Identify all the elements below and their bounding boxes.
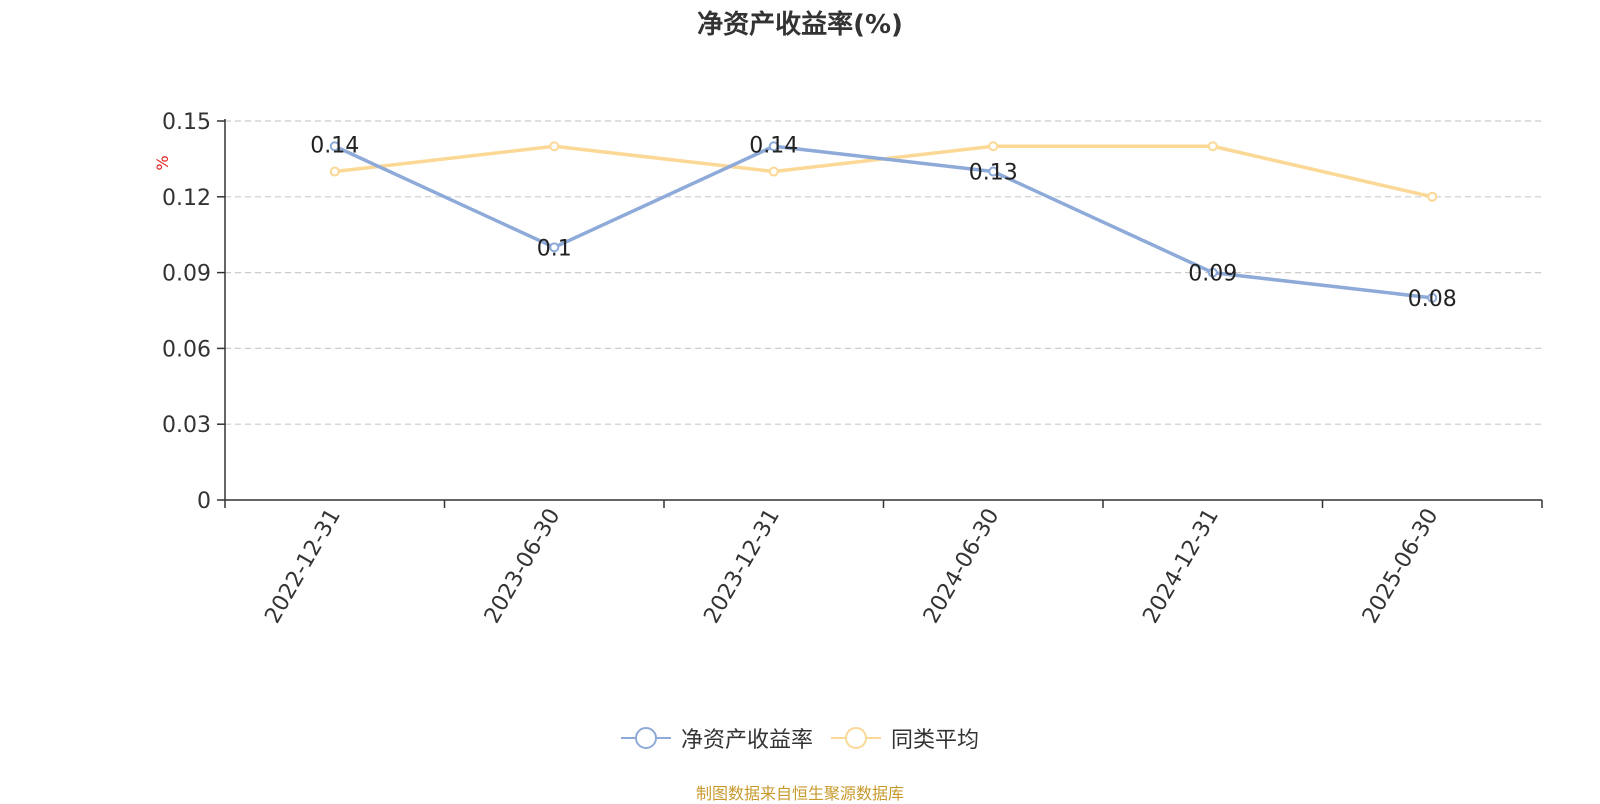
x-tick-label: 2024-12-31 [1138, 505, 1224, 628]
y-tick-label: 0 [197, 489, 211, 514]
series-point-0 [988, 166, 999, 177]
y-tick-label: 0.09 [162, 262, 211, 287]
x-tick-label: 2024-06-30 [919, 505, 1005, 628]
axes: 0 0.03 0.06 0.09 0.12 0.15% 2022-12-31 2023-06-… [153, 110, 1543, 628]
x-tick-label: 2025-06-30 [1358, 505, 1444, 628]
y-tick-label: 0.06 [162, 337, 211, 362]
source-note: 制图数据来自恒生聚源数据库 [695, 784, 904, 803]
legend-item-roe[interactable]: 净资产收益率 [620, 722, 813, 754]
x-tick-label: 2023-12-31 [699, 505, 785, 628]
grid-lines [225, 120, 1542, 425]
series-point-1 [549, 141, 560, 152]
series-point-1 [1207, 141, 1218, 152]
data-label: 0.14 [749, 133, 798, 158]
legend-label-roe: 净资产收益率 [680, 728, 813, 753]
x-tick-label: 2023-06-30 [480, 505, 566, 628]
data-label: 0.1 [537, 236, 572, 261]
y-tick-label: 0.03 [162, 413, 211, 438]
series-point-0 [549, 242, 560, 253]
series-point-1 [768, 166, 779, 177]
legend-marker-peer-average-icon [831, 727, 881, 749]
y-tick-label: 0.15 [162, 110, 211, 135]
x-tick-label: 2022-12-31 [260, 505, 346, 628]
series-point-0 [1427, 292, 1438, 303]
series-line-1 [334, 144, 1433, 199]
data-label: 0.14 [310, 133, 359, 158]
series-line-0 [334, 144, 1433, 300]
legend-item-peer-average[interactable]: 同类平均 [831, 722, 979, 754]
data-labels: 0.14 0.1 0.14 0.13 0.09 0.08 [310, 133, 1456, 312]
data-label: 0.09 [1188, 262, 1237, 287]
data-label: 0.08 [1408, 287, 1457, 312]
series-point-0 [1207, 267, 1218, 278]
legend: 净资产收益率 同类平均 [0, 722, 1600, 754]
chart-title: 净资产收益率(%) [697, 10, 903, 40]
y-axis-label: % [153, 155, 172, 170]
series-point-1 [988, 141, 999, 152]
series-point-0 [329, 141, 340, 152]
legend-label-peer-average: 同类平均 [891, 728, 980, 753]
series-lines [329, 141, 1438, 303]
series-point-1 [1427, 191, 1438, 202]
data-label: 0.13 [969, 161, 1018, 186]
series-point-1 [329, 166, 340, 177]
legend-marker-roe-icon [620, 727, 671, 749]
y-tick-label: 0.12 [162, 186, 211, 211]
series-point-0 [768, 141, 779, 152]
